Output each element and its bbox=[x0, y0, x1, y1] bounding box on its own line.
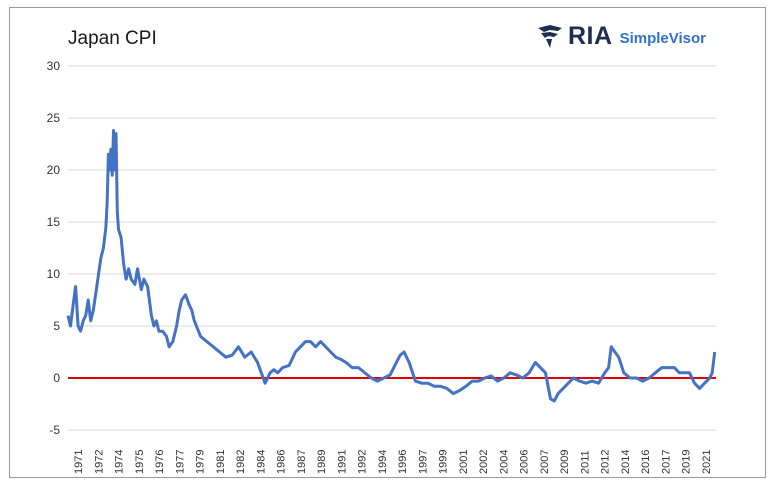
x-tick-label: 1989 bbox=[316, 450, 328, 474]
x-tick-label: 1991 bbox=[336, 450, 348, 474]
y-tick-label: 20 bbox=[47, 163, 61, 177]
x-tick-label: 2016 bbox=[640, 450, 652, 474]
x-tick-label: 1984 bbox=[255, 450, 267, 474]
x-tick-label: 1992 bbox=[357, 450, 369, 474]
x-tick-label: 2011 bbox=[579, 450, 591, 474]
x-tick-label: 1982 bbox=[235, 450, 247, 474]
x-tick-label: 1971 bbox=[73, 450, 85, 474]
x-tick-label: 1976 bbox=[154, 450, 166, 474]
logo-sub: SimpleVisor bbox=[619, 29, 706, 47]
series-line-japan-cpi bbox=[66, 129, 717, 403]
x-tick-label: 1975 bbox=[134, 450, 146, 474]
x-tick-label: 2017 bbox=[660, 450, 672, 474]
x-tick-label: 1981 bbox=[215, 450, 227, 474]
x-tick-label: 1987 bbox=[296, 450, 308, 474]
y-tick-label: 25 bbox=[47, 111, 61, 125]
x-tick-label: 1974 bbox=[114, 450, 126, 474]
logo-brand: RIA bbox=[568, 21, 613, 50]
y-tick-label: -5 bbox=[49, 423, 60, 437]
x-tick-label: 1996 bbox=[397, 450, 409, 474]
x-tick-label: 1994 bbox=[377, 450, 389, 474]
x-tick-label: 2021 bbox=[701, 450, 713, 474]
x-tick-label: 2006 bbox=[519, 450, 531, 474]
y-tick-label: 15 bbox=[47, 215, 61, 229]
x-tick-label: 2019 bbox=[681, 450, 693, 474]
x-tick-label: 1977 bbox=[174, 450, 186, 474]
eagle-icon bbox=[538, 25, 562, 48]
x-tick-label: 2014 bbox=[620, 450, 632, 474]
x-tick-label: 2007 bbox=[539, 450, 551, 474]
y-tick-label: 0 bbox=[53, 371, 60, 385]
y-tick-label: 5 bbox=[53, 319, 60, 333]
y-tick-label: 10 bbox=[47, 267, 61, 281]
x-axis-ticks: 1971 1972 1974 1975 1976 1977 1979 1981 1982 1984… bbox=[73, 450, 713, 474]
x-tick-label: 2002 bbox=[478, 450, 490, 474]
y-axis-ticks: -5 0 5 10 15 20 25 30 bbox=[47, 59, 61, 437]
x-tick-label: 1972 bbox=[93, 450, 105, 474]
ria-simplevisor-logo: RIA SimpleVisor bbox=[536, 22, 706, 50]
y-tick-label: 30 bbox=[47, 59, 61, 73]
x-tick-label: 2009 bbox=[559, 450, 571, 474]
x-tick-label: 2001 bbox=[458, 450, 470, 474]
x-tick-label: 1979 bbox=[195, 450, 207, 474]
x-tick-label: 2004 bbox=[498, 450, 510, 474]
chart-title: Japan CPI bbox=[68, 28, 157, 49]
x-tick-label: 2012 bbox=[600, 450, 612, 474]
gridlines bbox=[68, 65, 716, 431]
chart-frame bbox=[9, 7, 766, 478]
x-tick-label: 1999 bbox=[438, 450, 450, 474]
x-tick-label: 1986 bbox=[276, 450, 288, 474]
x-tick-label: 1997 bbox=[417, 450, 429, 474]
